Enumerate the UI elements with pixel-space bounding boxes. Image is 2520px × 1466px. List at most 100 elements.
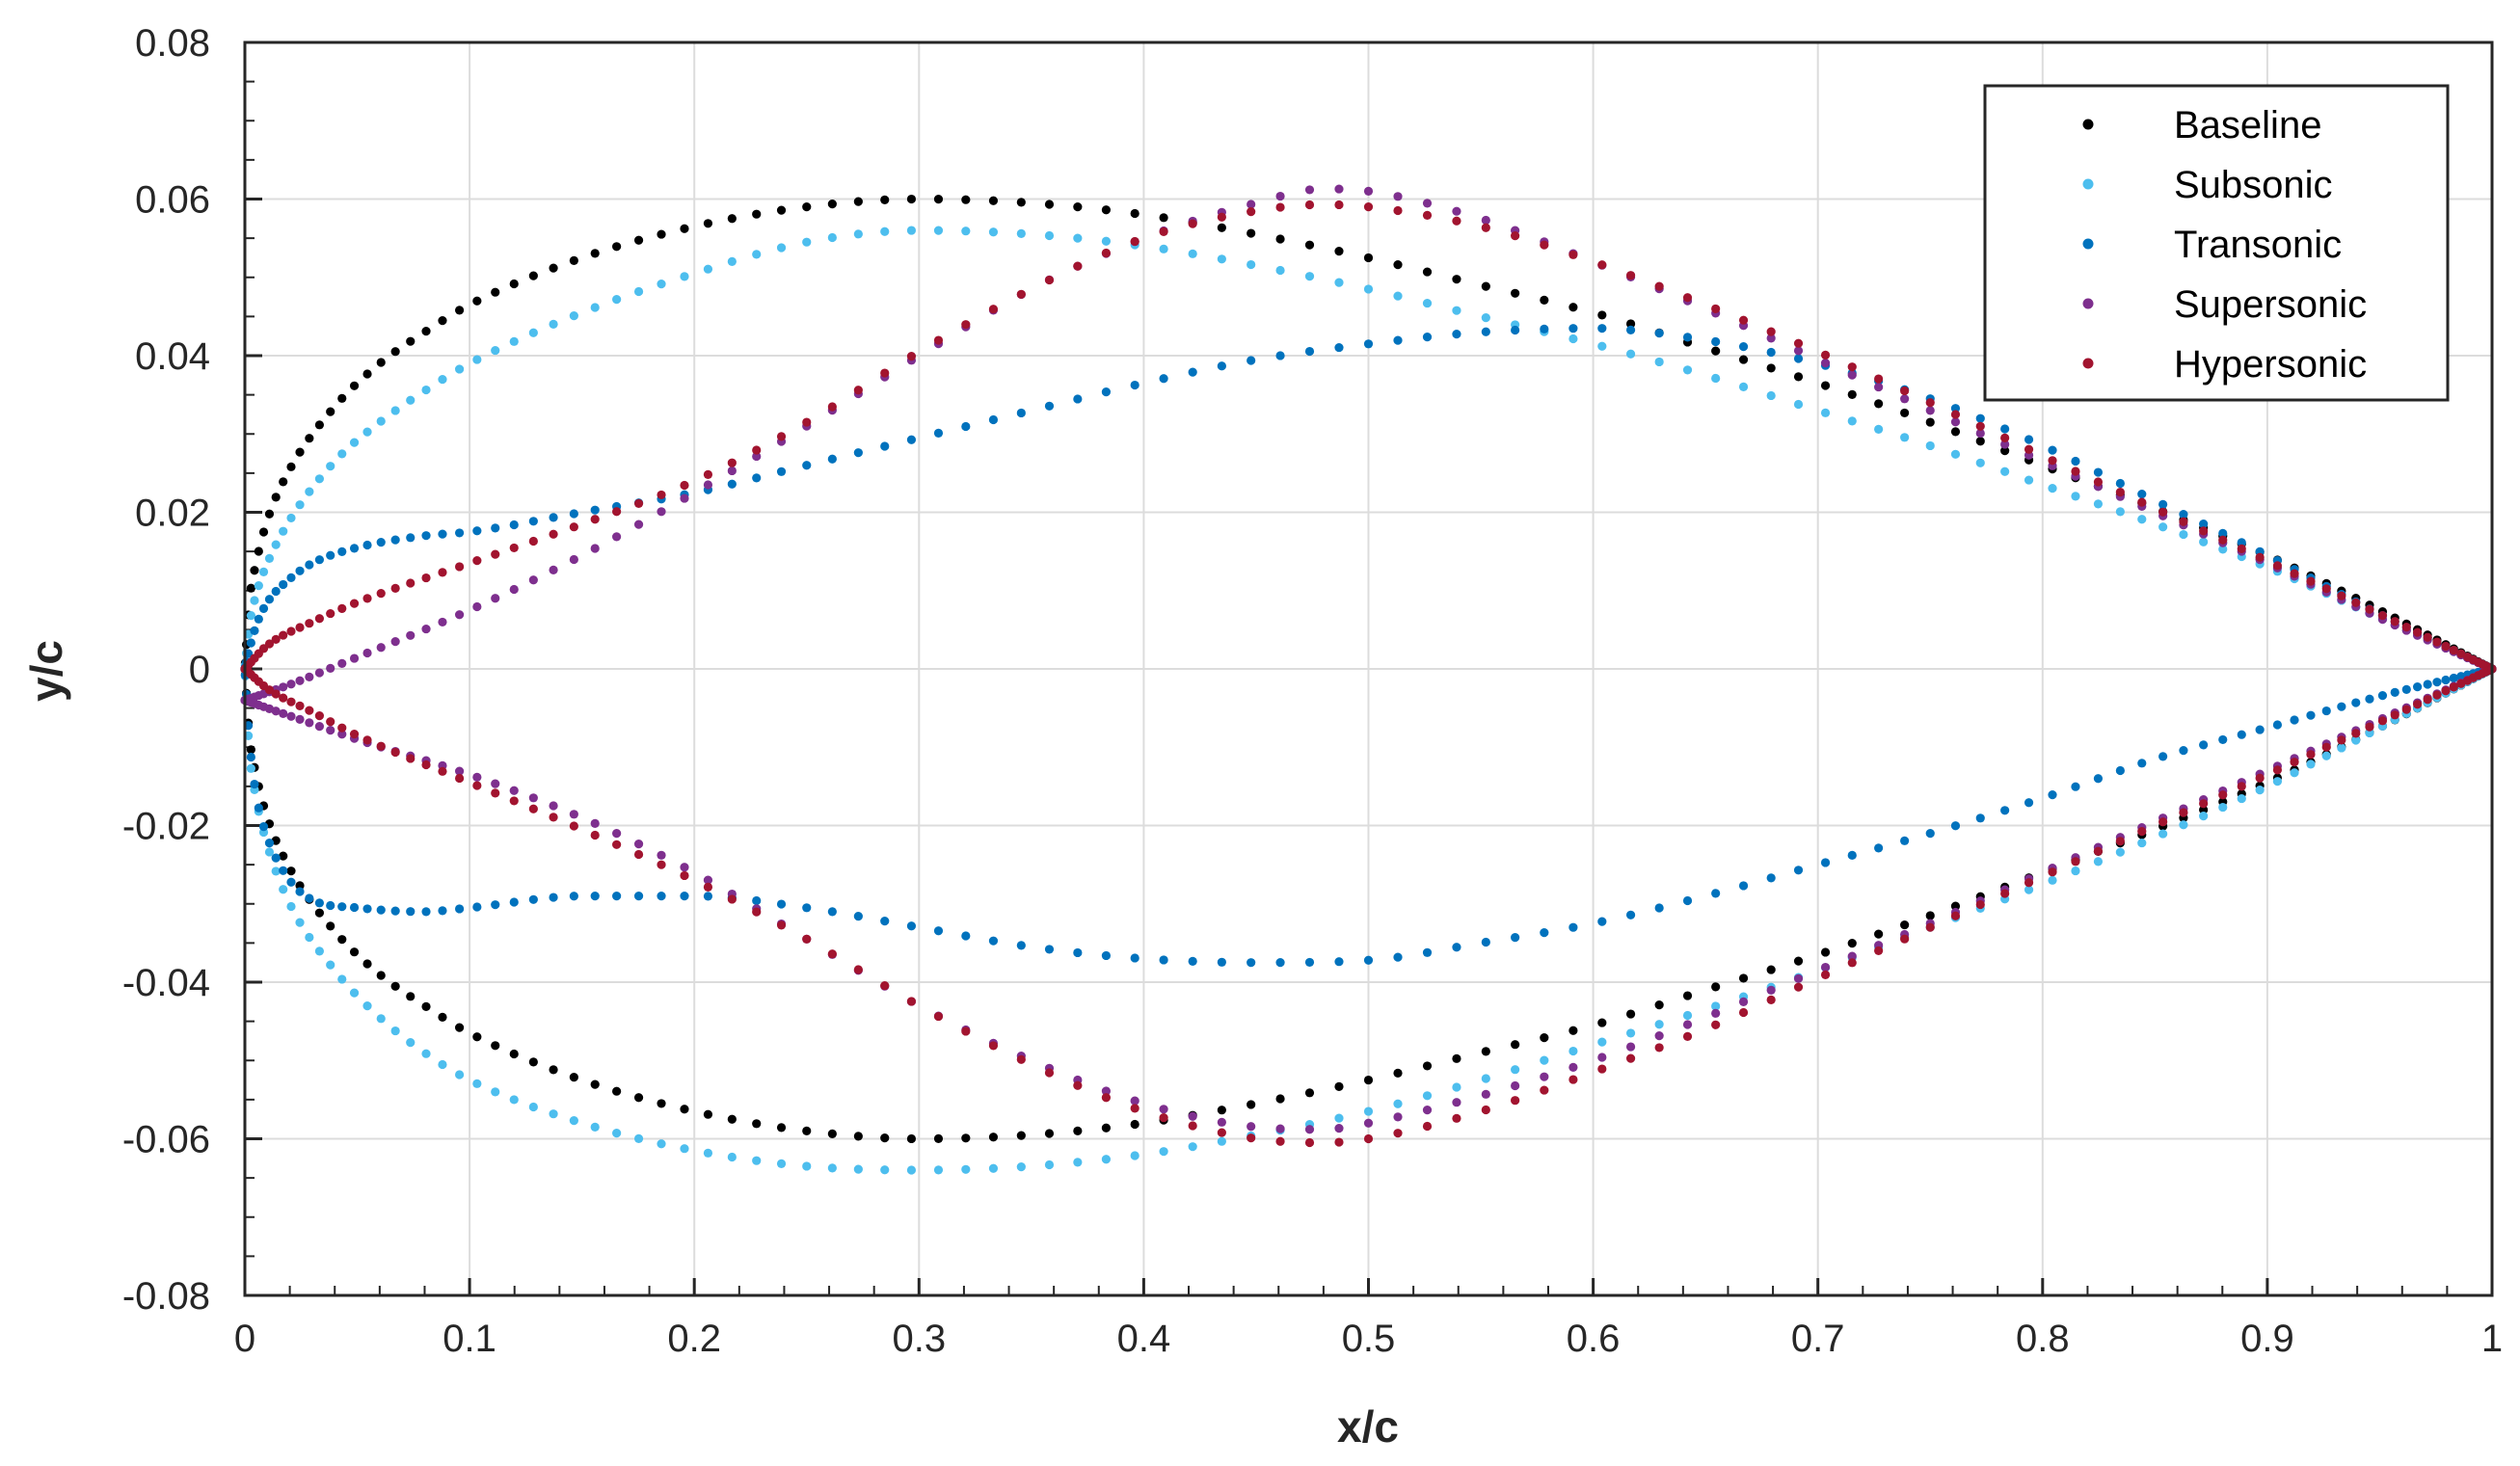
baseline-upper-point (569, 255, 578, 265)
hypersonic-lower-point (1793, 982, 1804, 992)
baseline-lower-point (906, 1133, 917, 1144)
legend-marker-baseline (2082, 119, 2094, 130)
transonic-upper-point (2158, 499, 2168, 509)
transonic-lower-point (509, 897, 519, 907)
supersonic-lower-point (528, 793, 538, 803)
subsonic-upper-point (2048, 484, 2057, 493)
hypersonic-lower-point (326, 717, 335, 727)
baseline-upper-point (1101, 205, 1112, 215)
baseline-lower-point (1711, 982, 1721, 992)
baseline-lower-point (528, 1057, 538, 1067)
subsonic-upper-point (1950, 449, 1961, 459)
supersonic-upper-point (612, 532, 622, 542)
hypersonic-upper-point (286, 626, 296, 636)
transonic-upper-point (1568, 324, 1578, 333)
hypersonic-upper-point (2255, 552, 2265, 562)
subsonic-upper-point (1422, 298, 1433, 308)
hypersonic-lower-point (680, 870, 689, 881)
baseline-upper-point (906, 194, 917, 204)
subsonic-lower-point (1217, 1136, 1226, 1146)
transonic-lower-point (279, 866, 288, 875)
supersonic-upper-point (337, 658, 347, 668)
supersonic-upper-point (1820, 359, 1831, 368)
subsonic-upper-point (271, 540, 281, 549)
hypersonic-upper-point (1422, 210, 1433, 220)
subsonic-lower-point (1540, 1055, 1549, 1065)
supersonic-lower-point (633, 840, 644, 849)
baseline-upper-point (1950, 427, 1961, 437)
baseline-upper-point (612, 242, 622, 252)
hypersonic-upper-point (703, 469, 713, 479)
transonic-lower-point (491, 900, 500, 910)
x-tick-label: 0.9 (2240, 1318, 2294, 1360)
subsonic-lower-point (1073, 1158, 1083, 1167)
baseline-upper-point (279, 477, 288, 487)
subsonic-lower-point (2351, 735, 2361, 745)
subsonic-upper-point (1044, 230, 1055, 241)
hypersonic-upper-point (1682, 293, 1693, 303)
transonic-upper-point (2000, 424, 2010, 434)
hypersonic-upper-point (802, 417, 812, 427)
transonic-lower-point (1766, 873, 1776, 883)
hypersonic-upper-point (1452, 216, 1461, 226)
supersonic-lower-point (295, 714, 305, 725)
x-tick-label: 0.3 (892, 1318, 946, 1360)
baseline-upper-point (1275, 234, 1285, 244)
transonic-upper-point (2024, 435, 2034, 444)
subsonic-upper-point (362, 427, 372, 437)
hypersonic-upper-point (2048, 456, 2057, 466)
baseline-lower-point (421, 1001, 431, 1011)
transonic-lower-point (1334, 957, 1344, 967)
hypersonic-upper-point (633, 498, 644, 508)
transonic-upper-point (254, 614, 263, 624)
supersonic-lower-point (703, 875, 713, 885)
subsonic-upper-point (569, 311, 578, 321)
supersonic-upper-point (438, 617, 447, 627)
baseline-lower-point (1275, 1094, 1285, 1104)
subsonic-lower-point (2237, 793, 2246, 804)
transonic-upper-point (1422, 333, 1433, 342)
subsonic-lower-point (827, 1163, 837, 1173)
transonic-lower-point (1847, 850, 1857, 860)
transonic-lower-point (472, 902, 482, 912)
transonic-upper-point (1766, 347, 1776, 358)
hypersonic-upper-point (295, 623, 305, 632)
transonic-lower-point (2423, 680, 2432, 689)
hypersonic-lower-point (549, 813, 558, 822)
subsonic-lower-point (2272, 777, 2283, 786)
supersonic-upper-point (590, 544, 600, 553)
hypersonic-upper-point (2000, 433, 2010, 443)
hypersonic-lower-point (1363, 1133, 1374, 1144)
hypersonic-upper-point (2272, 561, 2283, 571)
hypersonic-upper-point (1874, 374, 1884, 384)
transonic-upper-point (1597, 324, 1607, 333)
hypersonic-upper-point (528, 536, 538, 546)
hypersonic-upper-point (752, 445, 762, 455)
subsonic-lower-point (1044, 1159, 1055, 1170)
transonic-lower-point (802, 903, 812, 913)
baseline-upper-point (1452, 275, 1461, 284)
baseline-lower-point (827, 1129, 837, 1138)
baseline-upper-point (2000, 445, 2010, 456)
hypersonic-upper-point (2179, 517, 2188, 526)
hypersonic-upper-point (362, 594, 372, 603)
transonic-upper-point (362, 540, 372, 550)
subsonic-upper-point (657, 280, 666, 289)
supersonic-upper-point (454, 610, 465, 620)
y-tick-label: 0 (189, 649, 210, 691)
supersonic-lower-point (1217, 1117, 1226, 1127)
supersonic-upper-point (1363, 186, 1374, 196)
subsonic-lower-point (2093, 857, 2104, 866)
baseline-upper-point (250, 566, 259, 575)
baseline-upper-point (1393, 259, 1403, 270)
subsonic-upper-point (349, 438, 360, 447)
transonic-lower-point (549, 893, 558, 902)
subsonic-upper-point (254, 581, 263, 591)
hypersonic-upper-point (1597, 260, 1607, 270)
baseline-upper-point (254, 546, 263, 556)
baseline-upper-point (933, 195, 944, 204)
supersonic-lower-point (1334, 1124, 1344, 1133)
y-tick-label: 0.02 (135, 493, 210, 535)
hypersonic-lower-point (2449, 682, 2458, 692)
hypersonic-upper-point (421, 573, 431, 583)
